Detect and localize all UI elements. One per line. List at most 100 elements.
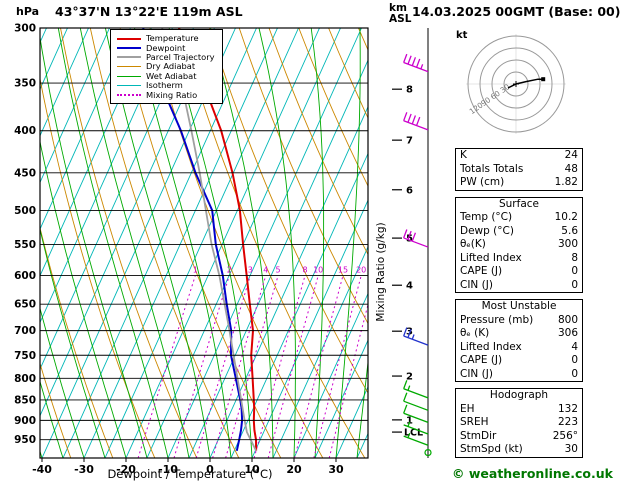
hodograph-trace-endpoint <box>541 77 546 82</box>
wet-adiabat-line <box>40 380 64 458</box>
legend-item: Isotherm <box>117 81 215 90</box>
calm-wind-marker <box>424 449 432 457</box>
pressure-tick-label: 700 <box>14 325 36 337</box>
hodograph-trace <box>507 78 544 89</box>
km-tick-label: 4 <box>406 281 413 292</box>
isotherm-line <box>40 28 89 137</box>
km-label: km <box>389 2 407 14</box>
stats-section: Most Unstable Pressure (mb) 800 θₑ (K) 306 Li… <box>455 299 583 382</box>
legend-line-sample <box>117 56 141 59</box>
isotherm-line <box>83 28 278 458</box>
wind-barb <box>403 421 429 435</box>
legend-item: Dewpoint <box>117 43 215 52</box>
x-axis-label: Dewpoint / Temperature (°C) <box>107 467 272 481</box>
stats-row: StmDir 256° <box>456 430 582 444</box>
mixing-ratio-line <box>137 275 196 458</box>
stat-value: 4 <box>571 340 578 353</box>
pressure-tick-label: 900 <box>14 415 36 427</box>
mixing-ratio-line <box>328 302 368 458</box>
temp-tick-label: 20 <box>286 463 302 476</box>
wind-barb <box>403 404 429 423</box>
legend-item: Dry Adiabat <box>117 62 215 71</box>
stat-value: 48 <box>564 162 578 175</box>
dry-adiabat-line <box>268 28 368 256</box>
pressure-tick-label: 850 <box>14 394 36 406</box>
stats-panel: K 24 Totals Totals 48 PW (cm) 1.82 Surface Temp… <box>455 148 583 464</box>
legend-line-sample <box>117 47 141 50</box>
stats-section-header: Hodograph <box>489 389 549 401</box>
km-tick-label: 2 <box>406 372 413 383</box>
background-lines: 1 2 3 4 5 8 10 15 20 25 <box>40 28 368 458</box>
stats-row: PW (cm) 1.82 <box>456 176 582 190</box>
mixing-ratio-value: 20 <box>356 266 366 275</box>
stat-label: K <box>460 149 467 161</box>
wind-barb <box>403 380 429 399</box>
pressure-tick-label: 950 <box>14 434 36 446</box>
wind-barb <box>403 432 429 446</box>
isotherm-line <box>167 28 362 458</box>
pressure-tick-label: 450 <box>14 167 36 179</box>
mixing-ratio-line <box>253 275 306 458</box>
km-tick-label: 7 <box>406 136 413 147</box>
pressure-tick-label: 600 <box>14 270 36 282</box>
mixing-ratio-line <box>313 275 362 458</box>
stats-row: EH 132 <box>456 403 582 417</box>
stat-value: 306 <box>557 327 578 339</box>
hodograph-ring <box>503 71 529 97</box>
copyright-label: © weatheronline.co.uk <box>452 466 613 481</box>
mixing-ratio-value: 1 <box>193 266 198 275</box>
wind-barb <box>403 327 429 346</box>
stat-label: CAPE (J) <box>460 265 503 277</box>
isotherm-line <box>125 28 320 458</box>
stats-section: Surface Temp (°C) 10.2 Dewp (°C) 5.6 θₑ(K) 300… <box>455 196 583 293</box>
stats-row: Pressure (mb) 800 <box>456 314 582 328</box>
temp-tick-label: -10 <box>158 463 178 476</box>
stats-row: Temp (°C) 10.2 <box>456 211 582 225</box>
stat-label: CIN (J) <box>460 367 493 380</box>
dry-adiabat-line <box>298 28 368 187</box>
skewt-chart: 1 2 3 4 5 8 10 15 20 2530035040045050055060065070… <box>14 23 432 481</box>
wind-barb <box>403 229 429 248</box>
stats-row: CIN (J) 0 <box>456 279 582 293</box>
stats-row: K 24 <box>456 149 582 163</box>
wet-adiabat-line <box>356 358 368 458</box>
mixing-ratio-value: 2 <box>227 266 232 275</box>
legend-line-sample <box>117 85 141 87</box>
stats-row: SREH 223 <box>456 416 582 430</box>
dry-adiabat-line <box>357 28 368 51</box>
isotherm-line <box>293 292 368 458</box>
legend-item-label: Dewpoint <box>146 42 186 53</box>
wind-barb <box>403 392 429 411</box>
stat-value: 30 <box>564 443 578 455</box>
stat-value: 0 <box>571 367 578 380</box>
stat-value: 800 <box>557 313 578 326</box>
stat-label: Lifted Index <box>460 251 522 264</box>
stat-value: 132 <box>557 402 578 415</box>
temp-tick-label: 10 <box>244 463 260 476</box>
datetime-label: 14.03.2025 00GMT (Base: 00) <box>412 4 621 19</box>
stat-label: CAPE (J) <box>460 354 503 366</box>
hodograph-ring <box>479 47 553 121</box>
asl-label: ASL <box>389 13 412 25</box>
km-tick-label: 6 <box>406 185 413 196</box>
km-tick-label: 1 <box>406 415 413 426</box>
legend-item: Mixing Ratio <box>117 90 215 99</box>
stat-label: CIN (J) <box>460 278 493 291</box>
stats-row: Totals Totals 48 <box>456 163 582 177</box>
altitude-unit-label: km ASL <box>389 3 411 25</box>
mixing-ratio-line <box>173 275 230 458</box>
legend-item: Temperature <box>117 34 215 43</box>
legend-line-sample <box>117 37 141 40</box>
stat-label: Temp (°C) <box>460 211 513 223</box>
mixing-ratio-value: 4 <box>263 266 268 275</box>
isotherm-line <box>40 28 131 231</box>
stat-value: 1.82 <box>554 176 578 188</box>
legend-item-label: Mixing Ratio <box>146 89 198 100</box>
legend-line-sample <box>117 94 141 97</box>
temp-tick-label: -30 <box>74 463 94 476</box>
isotherm-line <box>62 28 257 458</box>
stat-label: SREH <box>460 416 489 428</box>
legend-item-label: Wet Adiabat <box>146 70 197 81</box>
stat-value: 223 <box>557 416 578 428</box>
